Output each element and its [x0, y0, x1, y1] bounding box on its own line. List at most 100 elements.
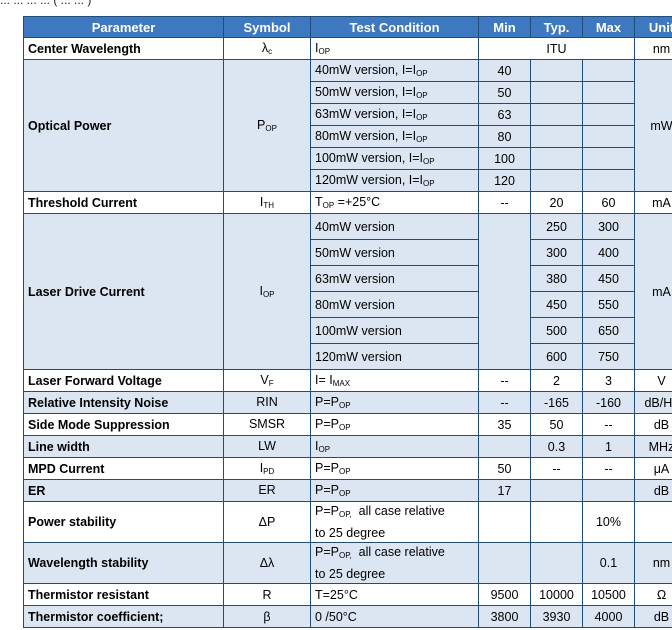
max-cell: --: [582, 457, 635, 480]
table-row: Laser Forward Voltage VF I= IMAX -- 2 3 …: [23, 369, 672, 392]
table-row: Relative Intensity Noise RIN P=POP -- -1…: [23, 391, 672, 414]
condition-cell: P=POP: [310, 457, 479, 480]
min-cell: 17: [478, 479, 531, 502]
typ-cell: [530, 542, 583, 584]
col-header-max: Max: [582, 16, 635, 38]
table-row: 120mW version, I=IOP 120: [24, 169, 672, 192]
max-cell: 3: [582, 369, 635, 392]
symbol-cell: ΔP: [223, 501, 311, 543]
max-cell: [582, 169, 635, 192]
typ-cell: 380: [530, 265, 583, 292]
typ-cell: [530, 81, 583, 104]
table-row: 63mW version 380 450: [24, 265, 672, 292]
min-cell: [478, 501, 531, 543]
table-row: ER ER P=POP 17 dB: [23, 479, 672, 502]
typ-cell: [530, 501, 583, 543]
condition-cell: 50mW version: [310, 239, 479, 266]
typ-cell: [530, 147, 583, 170]
table-row: 120mW version 600 750: [24, 343, 672, 370]
table-row: Center Wavelength λc IOP ITU nm: [23, 37, 672, 60]
min-cell: 120: [478, 169, 531, 192]
unit-cell: mA: [634, 213, 672, 370]
param-cell: Relative Intensity Noise: [23, 391, 224, 414]
param-cell: Power stability: [23, 501, 224, 543]
unit-cell: dB: [634, 413, 672, 436]
symbol-cell: SMSR: [223, 413, 311, 436]
condition-cell: IOP: [310, 435, 479, 458]
condition-cell: I= IMAX: [310, 369, 479, 392]
typ-cell: 0.3: [530, 435, 583, 458]
max-cell: [582, 479, 635, 502]
param-cell: Line width: [23, 435, 224, 458]
unit-cell: Ω: [634, 583, 672, 606]
min-cell: 40: [478, 59, 531, 82]
condition-cell: P=POP: [310, 391, 479, 414]
typ-cell: 2: [530, 369, 583, 392]
header-fragment-text: ... ... ... ... ( ... ... ): [0, 0, 92, 7]
typ-cell: [530, 479, 583, 502]
symbol-cell: IOP: [223, 213, 311, 370]
param-cell: ER: [23, 479, 224, 502]
condition-cell: 100mW version: [310, 317, 479, 344]
min-cell: [478, 542, 531, 584]
symbol-cell: ER: [223, 479, 311, 502]
max-cell: [582, 147, 635, 170]
min-cell: [478, 213, 531, 370]
col-header-min: Min: [478, 16, 531, 38]
min-cell: 50: [478, 457, 531, 480]
condition-cell: IOP: [310, 37, 479, 60]
condition-cell: P=POP, all case relative to 25 degree: [310, 542, 479, 584]
condition-cell: T=25°C: [310, 583, 479, 606]
unit-cell: μA: [634, 457, 672, 480]
table-header-row: Parameter Symbol Test Condition Min Typ.…: [23, 16, 672, 38]
table-row: 80mW version 450 550: [24, 291, 672, 318]
unit-cell: [634, 501, 672, 543]
max-cell: 10%: [582, 501, 635, 543]
table-row: Thermistor resistant R T=25°C 9500 10000…: [23, 583, 672, 606]
table-row: Threshold Current ITH TOP =+25°C -- 20 6…: [23, 191, 672, 214]
min-cell: --: [478, 191, 531, 214]
clipped-header-fragment: ... ... ... ... ( ... ... ): [0, 0, 672, 10]
table-row: Laser Drive Current IOP 40mW version 250…: [23, 213, 672, 370]
min-cell: 35: [478, 413, 531, 436]
param-cell: Thermistor coefficient;: [23, 605, 224, 628]
param-cell: Laser Forward Voltage: [23, 369, 224, 392]
typ-cell: 450: [530, 291, 583, 318]
unit-cell: dB: [634, 605, 672, 628]
typ-cell: [530, 125, 583, 148]
min-cell: 80: [478, 125, 531, 148]
col-header-symbol: Symbol: [223, 16, 311, 38]
symbol-cell: Δλ: [223, 542, 311, 584]
symbol-cell: IPD: [223, 457, 311, 480]
min-cell: 3800: [478, 605, 531, 628]
unit-cell: V: [634, 369, 672, 392]
typ-cell: 250: [530, 213, 583, 240]
unit-cell: MHz: [634, 435, 672, 458]
max-cell: [582, 103, 635, 126]
typ-cell: 300: [530, 239, 583, 266]
table-row: Thermistor coefficient; β 0 /50°C 3800 3…: [23, 605, 672, 628]
table-row: Line width LW IOP 0.3 1 MHz: [23, 435, 672, 458]
typ-cell: 50: [530, 413, 583, 436]
min-cell: 100: [478, 147, 531, 170]
param-cell: Center Wavelength: [23, 37, 224, 60]
unit-cell: nm: [634, 37, 672, 60]
value-cell: ITU: [478, 37, 635, 60]
max-cell: 450: [582, 265, 635, 292]
max-cell: 750: [582, 343, 635, 370]
typ-cell: [530, 103, 583, 126]
table-row: 50mW version 300 400: [24, 239, 672, 266]
max-cell: 4000: [582, 605, 635, 628]
condition-cell: 120mW version: [310, 343, 479, 370]
col-header-typ: Typ.: [530, 16, 583, 38]
spec-table: Parameter Symbol Test Condition Min Typ.…: [23, 16, 672, 628]
typ-cell: 20: [530, 191, 583, 214]
min-cell: [478, 435, 531, 458]
condition-cell: 100mW version, I=IOP: [310, 147, 479, 170]
max-cell: [582, 125, 635, 148]
typ-cell: 3930: [530, 605, 583, 628]
max-cell: 300: [582, 213, 635, 240]
max-cell: 400: [582, 239, 635, 266]
max-cell: 550: [582, 291, 635, 318]
min-cell: --: [478, 391, 531, 414]
